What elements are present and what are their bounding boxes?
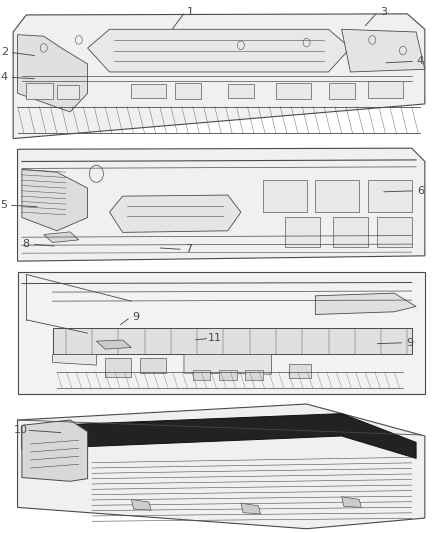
Bar [315,180,359,212]
Text: 7: 7 [185,245,192,254]
Bar [26,83,53,99]
Text: 1: 1 [187,7,194,17]
Polygon shape [315,293,416,314]
Polygon shape [110,195,241,232]
Bar [228,84,254,98]
Polygon shape [22,420,88,481]
Text: 11: 11 [208,334,222,343]
Text: 10: 10 [14,425,28,435]
Bar [377,217,412,247]
Bar [368,180,412,212]
Text: 2: 2 [1,47,8,57]
Bar [219,370,237,380]
Bar [131,84,166,98]
Polygon shape [22,169,88,231]
Bar [140,358,166,373]
Polygon shape [18,35,88,112]
Text: 9: 9 [406,338,413,348]
Polygon shape [18,404,425,529]
Polygon shape [96,340,131,349]
Text: 3: 3 [380,7,387,17]
Bar [328,83,355,99]
Bar [105,358,131,377]
Bar [276,83,311,99]
Polygon shape [241,503,261,514]
Bar [193,370,210,380]
Polygon shape [342,29,425,72]
Text: 8: 8 [23,239,30,249]
Bar [368,81,403,98]
Text: 5: 5 [0,200,7,210]
Polygon shape [88,29,350,72]
Polygon shape [44,232,79,243]
Bar [57,85,79,99]
Bar [245,370,263,380]
Polygon shape [342,497,361,507]
Bar [289,364,311,378]
Polygon shape [22,414,416,458]
Text: 4: 4 [417,56,424,66]
Bar [175,83,201,99]
Polygon shape [18,148,425,261]
Polygon shape [131,499,151,510]
Bar [263,180,307,212]
Text: 9: 9 [132,312,139,322]
Text: 6: 6 [417,186,424,196]
Polygon shape [13,14,425,139]
Bar [333,217,368,247]
Text: 4: 4 [1,72,8,82]
Polygon shape [18,272,425,394]
Bar [285,217,320,247]
Bar [53,328,412,354]
Polygon shape [53,354,96,365]
Polygon shape [184,354,272,374]
